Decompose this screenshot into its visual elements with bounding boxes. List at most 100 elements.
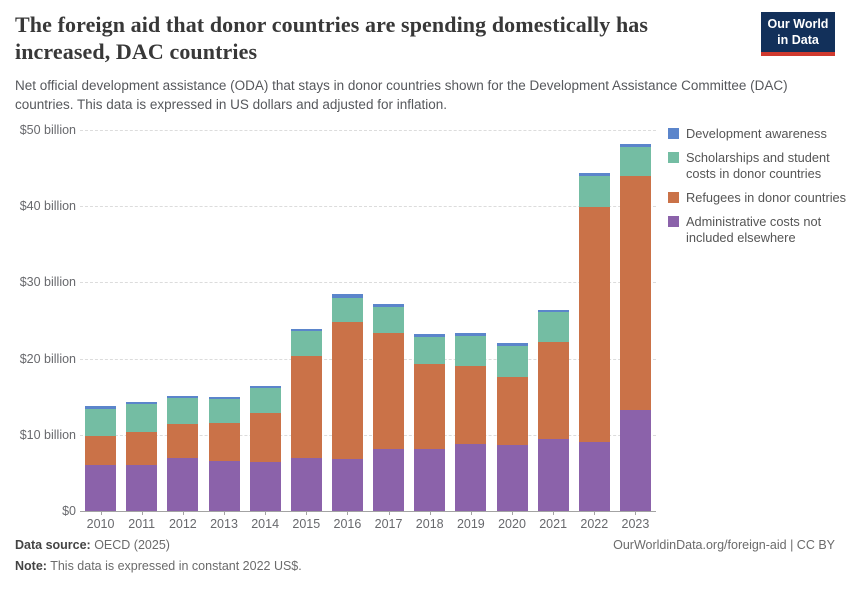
y-axis: $0 $10 billion $20 billion $30 billion $40 b… <box>15 123 76 518</box>
bar-segment[interactable] <box>455 335 487 367</box>
legend-item[interactable]: Development awareness <box>668 126 848 142</box>
legend-item[interactable]: Refugees in donor countries <box>668 190 848 206</box>
bar-2015 <box>290 130 322 511</box>
bar-segment[interactable] <box>414 448 446 511</box>
bar-segment[interactable] <box>290 356 322 459</box>
bar-2019 <box>455 130 487 511</box>
bar-segment[interactable] <box>290 458 322 511</box>
owid-url-link[interactable]: OurWorldinData.org/foreign-aid <box>613 538 787 552</box>
y-tick-label: $10 billion <box>19 427 76 442</box>
bar-segment[interactable] <box>578 172 610 176</box>
gridline-50 <box>80 130 656 131</box>
bar-segment[interactable] <box>208 423 240 461</box>
gridline-20 <box>80 358 656 360</box>
bar-2012 <box>167 130 199 511</box>
y-tick-label: $40 billion <box>19 199 76 214</box>
bar-segment[interactable] <box>208 460 240 511</box>
bar-segment[interactable] <box>85 436 117 466</box>
x-tick <box>429 511 431 515</box>
bar-segment[interactable] <box>290 328 322 332</box>
bar-2017 <box>373 130 405 511</box>
bar-segment[interactable] <box>126 402 158 405</box>
bar-segment[interactable] <box>537 309 569 313</box>
bar-segment[interactable] <box>619 146 651 177</box>
bar-segment[interactable] <box>331 322 363 460</box>
bar-segment[interactable] <box>85 405 117 409</box>
x-tick <box>265 511 267 515</box>
x-label-2015: 2015 <box>292 517 321 531</box>
bar-segment[interactable] <box>167 395 199 399</box>
bar-segment[interactable] <box>496 376 528 445</box>
bar-segment[interactable] <box>619 143 651 147</box>
bar-segment[interactable] <box>126 431 158 465</box>
y-tick-label: $20 billion <box>19 351 76 366</box>
bar-segment[interactable] <box>208 396 240 399</box>
x-label-2011: 2011 <box>128 517 156 531</box>
x-tick <box>553 511 555 515</box>
bar-segment[interactable] <box>249 413 281 463</box>
bar-segment[interactable] <box>414 334 446 337</box>
gridline-40 <box>80 206 656 208</box>
bar-segment[interactable] <box>455 366 487 444</box>
bar-segment[interactable] <box>249 388 281 414</box>
legend-item[interactable]: Scholarships and student costs in donor … <box>668 150 848 182</box>
bar-segment[interactable] <box>85 408 117 437</box>
bar-segment[interactable] <box>126 464 158 511</box>
gridline-30 <box>80 282 656 284</box>
x-label-2022: 2022 <box>580 517 609 531</box>
x-tick <box>347 511 349 515</box>
x-label-2023: 2023 <box>621 517 650 531</box>
x-label-2013: 2013 <box>210 517 238 531</box>
bar-segment[interactable] <box>167 458 199 511</box>
bar-segment[interactable] <box>496 444 528 511</box>
y-tick-label: $30 billion <box>19 275 76 290</box>
bar-segment[interactable] <box>290 331 322 357</box>
bar-segment[interactable] <box>578 442 610 511</box>
bar-segment[interactable] <box>126 404 158 432</box>
x-label-2019: 2019 <box>456 517 485 531</box>
bar-segment[interactable] <box>249 386 281 389</box>
x-label-2020: 2020 <box>498 517 526 531</box>
chart-title: The foreign aid that donor countries are… <box>15 12 649 64</box>
x-axis: 2010 2011 2012 2013 2014 2015 2016 2017 2018 2019… <box>80 517 656 537</box>
bar-segment[interactable] <box>496 343 528 346</box>
bar-segment[interactable] <box>455 443 487 511</box>
note-label: Note: <box>15 559 47 573</box>
bar-2011 <box>126 130 158 511</box>
bar-segment[interactable] <box>167 398 199 425</box>
bar-segment[interactable] <box>331 459 363 511</box>
bar-segment[interactable] <box>249 462 281 511</box>
bar-segment[interactable] <box>331 293 363 298</box>
x-label-2014: 2014 <box>251 517 280 531</box>
bar-segment[interactable] <box>537 341 569 440</box>
bar-segment[interactable] <box>331 297 363 323</box>
owid-logo-line1: Our World <box>767 17 829 31</box>
bar-segment[interactable] <box>373 306 405 333</box>
data-source-text: Data source: OECD (2025) <box>15 538 170 552</box>
bar-segment[interactable] <box>537 439 569 511</box>
bar-segment[interactable] <box>167 424 199 459</box>
legend-swatch-icon <box>668 191 679 203</box>
bar-segment[interactable] <box>455 333 487 336</box>
bar-segment[interactable] <box>496 345 528 377</box>
legend-label: Administrative costs not included elsewh… <box>686 213 822 245</box>
bar-segment[interactable] <box>578 206 610 443</box>
bar-segment[interactable] <box>208 399 240 424</box>
bar-segment[interactable] <box>414 336 446 364</box>
bar-segment[interactable] <box>373 303 405 307</box>
bar-segment[interactable] <box>373 449 405 511</box>
legend: Development awareness Scholarships and st… <box>668 126 848 246</box>
bar-segment[interactable] <box>619 176 651 410</box>
bar-segment[interactable] <box>537 312 569 342</box>
bar-segment[interactable] <box>619 409 651 511</box>
bar-segment[interactable] <box>414 363 446 449</box>
x-tick <box>635 511 637 515</box>
bar-segment[interactable] <box>578 175 610 207</box>
bar-segment[interactable] <box>85 465 117 511</box>
footer-row-source: Data source: OECD (2025) OurWorldinData.… <box>15 538 835 552</box>
footer-credit: OurWorldinData.org/foreign-aid | CC BY <box>613 538 835 552</box>
legend-item[interactable]: Administrative costs not included elsewh… <box>668 214 848 246</box>
bar-segment[interactable] <box>373 332 405 450</box>
bar-2023 <box>619 130 651 511</box>
